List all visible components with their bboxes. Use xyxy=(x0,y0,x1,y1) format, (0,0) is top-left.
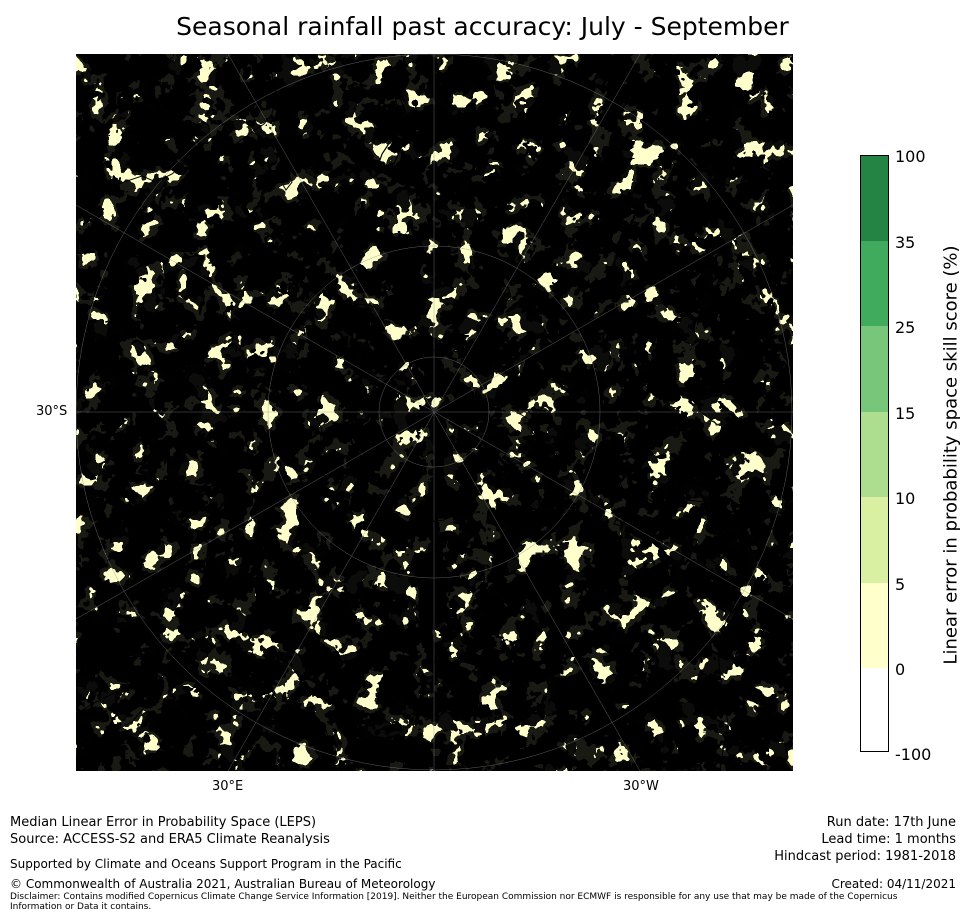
colorbar-bin-35-100 xyxy=(860,155,889,241)
colorbar-bin-0-5 xyxy=(860,583,889,668)
lon-label-30e: 30°E xyxy=(212,779,244,794)
skill-map xyxy=(76,54,793,771)
colorbar-tick-100: 100 xyxy=(895,147,926,166)
colorbar-bin-10-15 xyxy=(860,412,889,497)
footer-copyright: © Commonwealth of Australia 2021, Austra… xyxy=(10,877,436,891)
colorbar xyxy=(860,155,889,752)
colorbar-tick-25: 25 xyxy=(895,318,916,337)
colorbar-tick-5: 5 xyxy=(895,575,906,594)
falklands-coastline xyxy=(613,519,625,527)
skill-field-15-25 xyxy=(76,54,793,771)
colorbar-label: Linear error in probability space skill … xyxy=(940,245,962,665)
colorbar-frame xyxy=(860,155,889,752)
colorbar-tick-0: 0 xyxy=(895,660,906,679)
footer-supported: Supported by Climate and Oceans Support … xyxy=(10,857,402,871)
colorbar-tick-15: 15 xyxy=(895,404,916,423)
footer-hindcast: Hindcast period: 1981-2018 xyxy=(774,849,956,864)
antarctica-coastline xyxy=(311,303,563,523)
antarctic-peninsula xyxy=(519,413,563,473)
colorbar-bin-25-35 xyxy=(860,241,889,326)
new-zealand-coastline xyxy=(377,87,413,173)
lat-label-30s: 30°S xyxy=(36,404,68,419)
southern-africa-coastline xyxy=(255,711,333,771)
colorbar-tick-10: 10 xyxy=(895,489,916,508)
tasmania-coastline xyxy=(279,171,293,191)
colorbar-bin-15-25 xyxy=(860,326,889,412)
australia-coastline xyxy=(76,54,277,205)
graticule xyxy=(76,54,793,771)
footer-leps: Median Linear Error in Probability Space… xyxy=(10,815,317,830)
south-america-coastline xyxy=(619,473,793,771)
colorbar-tick-neg100: -100 xyxy=(895,745,932,764)
page-title: Seasonal rainfall past accuracy: July - … xyxy=(176,12,789,41)
footer-source: Source: ACCESS-S2 and ERA5 Climate Reana… xyxy=(10,832,330,847)
footer-run-date: Run date: 17th June xyxy=(826,815,956,830)
lon-label-30w: 30°W xyxy=(623,779,659,794)
colorbar-tick-35: 35 xyxy=(895,233,916,252)
colorbar-bin-neg100-0 xyxy=(860,668,889,752)
africa-coastline xyxy=(76,679,157,745)
footer-created: Created: 04/11/2021 xyxy=(831,877,956,891)
footer-disclaimer: Disclaimer: Contains modified Copernicus… xyxy=(10,892,898,912)
colorbar-bin-5-10 xyxy=(860,497,889,583)
footer-lead-time: Lead time: 1 months xyxy=(821,832,956,847)
